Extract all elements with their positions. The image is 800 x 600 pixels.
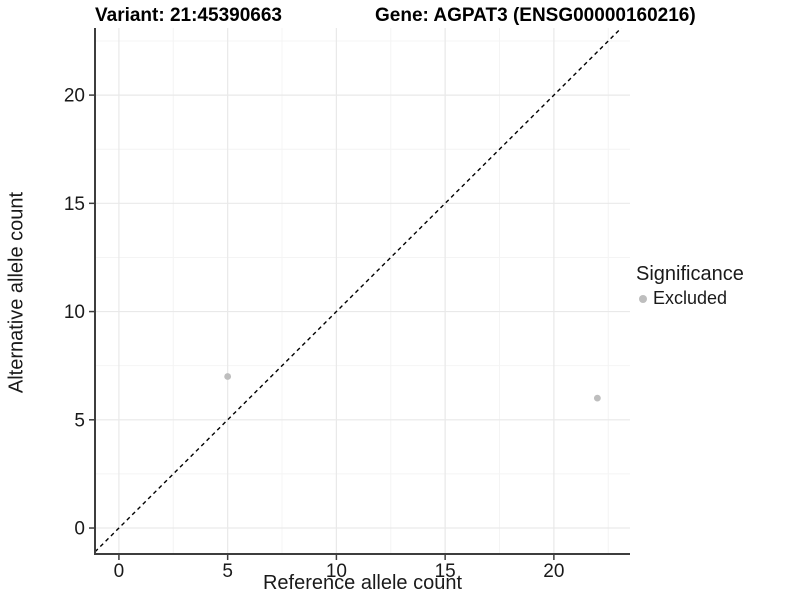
legend-entry-label: Excluded [653, 288, 728, 308]
x-tick-label: 20 [543, 561, 564, 582]
legend-title: Significance [636, 263, 744, 285]
y-tick-label: 5 [74, 410, 85, 431]
y-tick-label: 10 [64, 302, 85, 323]
y-tick-label: 15 [64, 194, 85, 215]
legend-entry-excluded: Excluded [636, 288, 744, 309]
x-axis-title: Reference allele count [262, 572, 462, 594]
legend: Significance Excluded [636, 263, 744, 309]
x-tick-label: 10 [326, 561, 347, 582]
variant-title: Variant: 21:45390663 [95, 5, 282, 26]
data-point [224, 373, 232, 380]
x-tick-label: 15 [435, 561, 456, 582]
excluded-point-icon [639, 294, 647, 303]
x-tick-label: 5 [222, 561, 233, 582]
gene-title: Gene: AGPAT3 (ENSG00000160216) [375, 5, 696, 26]
x-tick-label: 0 [114, 561, 125, 582]
y-axis-title: Alternative allele count [5, 191, 28, 394]
identity-line [95, 28, 622, 553]
y-tick-label: 20 [64, 86, 85, 107]
y-tick-label: 0 [74, 519, 85, 540]
data-point [593, 394, 601, 402]
